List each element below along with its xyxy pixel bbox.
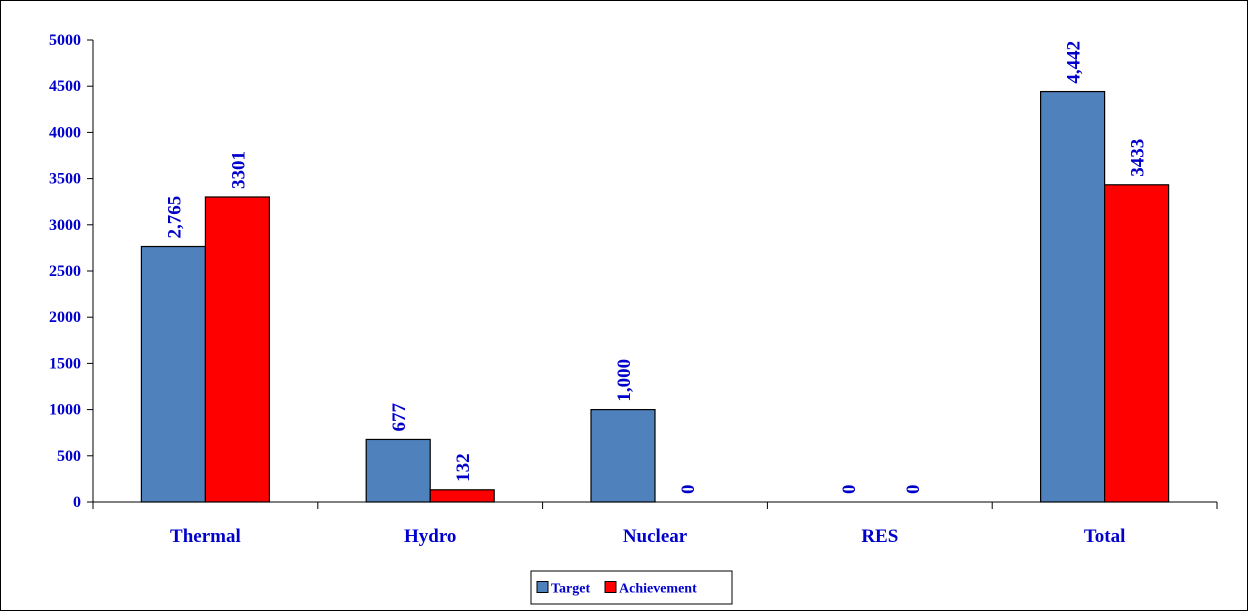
data-labels: 2,765 677 1,000 0 4,442 3301 132 0 0 3433 bbox=[164, 41, 1148, 494]
y-tick-label: 1500 bbox=[49, 355, 81, 372]
data-label: 1,000 bbox=[614, 359, 635, 402]
legend-swatch-target bbox=[536, 581, 549, 593]
y-tick-label: 2500 bbox=[49, 263, 81, 280]
data-label: 2,765 bbox=[164, 196, 185, 239]
y-tick-label: 0 bbox=[73, 494, 81, 511]
x-category-label: Thermal bbox=[170, 526, 241, 547]
data-label: 4,442 bbox=[1064, 41, 1085, 84]
x-axis: Thermal Hydro Nuclear RES Total bbox=[92, 501, 1218, 547]
legend-box bbox=[530, 570, 733, 605]
bar-target-thermal bbox=[140, 245, 206, 503]
y-tick-label: 3500 bbox=[49, 171, 81, 188]
data-label: 677 bbox=[389, 402, 410, 431]
y-tick-label: 500 bbox=[57, 448, 81, 465]
y-axis: 0 500 1000 1500 2000 2500 3000 3500 4000 4500 5000 bbox=[49, 32, 94, 511]
x-category-label: Hydro bbox=[404, 526, 456, 547]
data-label: 132 bbox=[453, 453, 474, 482]
x-category-label: Nuclear bbox=[623, 526, 688, 547]
bar-achievement-total bbox=[1103, 184, 1170, 503]
legend-label-target: Target bbox=[551, 582, 590, 597]
data-label: 0 bbox=[903, 485, 924, 495]
legend-label-achievement: Achievement bbox=[619, 582, 697, 597]
legend-swatch-achievement bbox=[604, 581, 617, 593]
data-label: 3301 bbox=[228, 151, 249, 189]
bar-achievement-thermal bbox=[204, 196, 270, 503]
y-tick-label: 1000 bbox=[49, 402, 81, 419]
data-label: 0 bbox=[678, 485, 699, 495]
y-tick-label: 4500 bbox=[49, 78, 81, 95]
y-tick-label: 4000 bbox=[49, 124, 81, 141]
x-category-label: Total bbox=[1084, 526, 1126, 547]
y-tick-label: 3000 bbox=[49, 217, 81, 234]
bar-target-total bbox=[1039, 90, 1106, 503]
data-label: 0 bbox=[839, 485, 860, 495]
bar-achievement-hydro bbox=[429, 489, 495, 503]
data-label: 3433 bbox=[1128, 139, 1149, 177]
bars bbox=[140, 90, 1170, 503]
x-category-label: RES bbox=[861, 526, 898, 547]
bar-target-hydro bbox=[365, 438, 431, 503]
bar-target-nuclear bbox=[590, 409, 656, 503]
y-tick-label: 5000 bbox=[49, 32, 81, 49]
legend: Target Achievement bbox=[530, 570, 733, 605]
y-tick-label: 2000 bbox=[49, 309, 81, 326]
